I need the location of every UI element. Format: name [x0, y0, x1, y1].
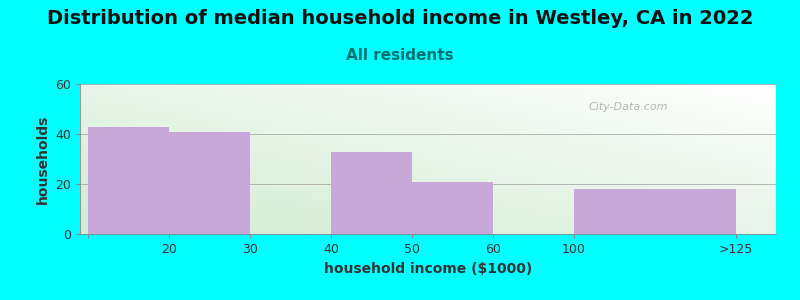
Text: All residents: All residents [346, 48, 454, 63]
Bar [169, 131, 250, 234]
Bar [331, 152, 412, 234]
Text: City-Data.com: City-Data.com [588, 102, 667, 112]
Bar [412, 182, 493, 234]
Text: Distribution of median household income in Westley, CA in 2022: Distribution of median household income … [46, 9, 754, 28]
X-axis label: household income ($1000): household income ($1000) [324, 262, 532, 276]
Y-axis label: households: households [35, 114, 50, 204]
Bar [574, 189, 735, 234]
Bar [88, 127, 169, 234]
